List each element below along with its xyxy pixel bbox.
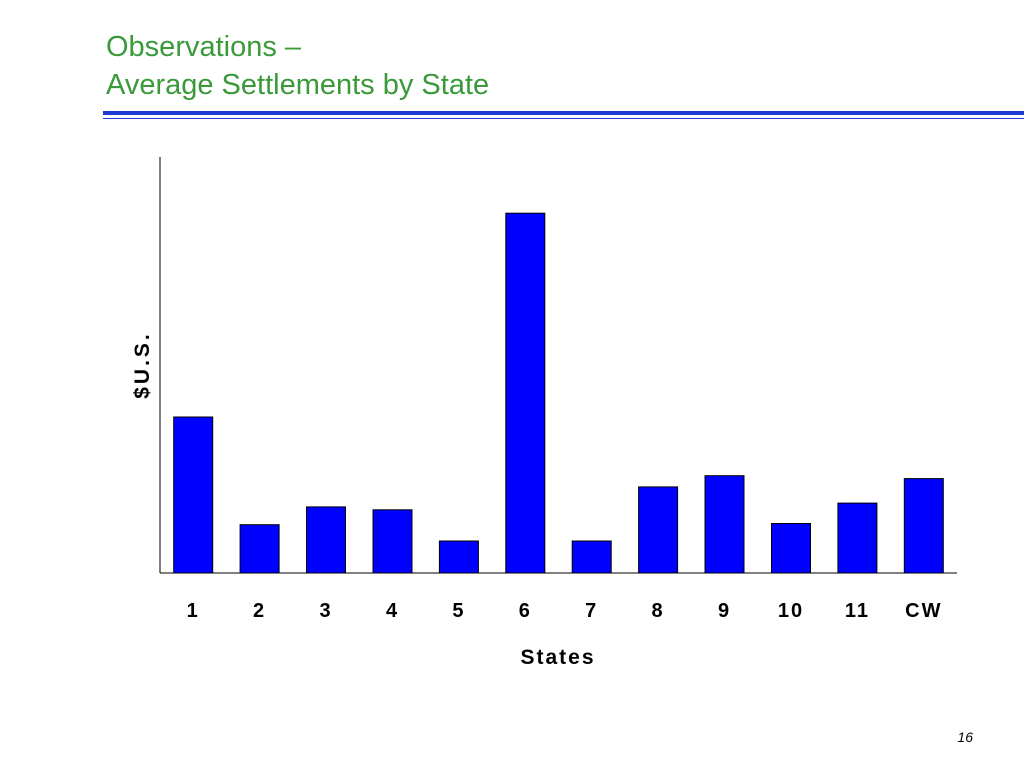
x-tick-label: 2: [253, 600, 266, 622]
y-axis-label: $U.S.: [131, 331, 154, 399]
x-tick-labels: 1 2 3 4 5 6 7 8 9 10 11 CW: [187, 600, 942, 622]
bar-state-cw: [903, 478, 944, 574]
slide-title-line-2: Average Settlements by State: [106, 69, 490, 101]
x-tick-label: 11: [845, 600, 870, 622]
bar-state-9: [704, 475, 745, 574]
x-tick-label: 7: [585, 600, 598, 622]
title-rule-thin: [103, 118, 1024, 119]
slide-title-line-1: Observations –: [106, 31, 302, 63]
bar-state-4: [372, 509, 413, 574]
x-tick-label: 3: [319, 600, 332, 622]
bar-state-3: [306, 506, 346, 574]
x-tick-label: 10: [778, 600, 804, 622]
x-tick-label: 4: [386, 600, 399, 622]
slide-title: Observations – Average Settlements by St…: [106, 28, 489, 104]
bar-state-11: [837, 502, 878, 574]
page-number: 16: [957, 729, 973, 745]
bar-state-10: [771, 523, 811, 574]
bar-group: [173, 212, 944, 574]
x-tick-label: 9: [718, 600, 731, 622]
x-tick-label: CW: [905, 600, 942, 622]
bar-state-5: [438, 540, 479, 574]
bar-state-1: [173, 416, 214, 574]
title-rule-thick: [103, 111, 1024, 115]
bar-state-7: [571, 540, 612, 574]
bar-state-2: [239, 524, 280, 574]
x-tick-label: 8: [652, 600, 665, 622]
x-tick-label: 1: [187, 600, 200, 622]
x-tick-label: 5: [452, 600, 465, 622]
bar-state-8: [638, 486, 679, 574]
bar-state-6: [505, 212, 546, 574]
x-axis-label: States: [520, 646, 595, 669]
x-tick-label: 6: [519, 600, 532, 622]
